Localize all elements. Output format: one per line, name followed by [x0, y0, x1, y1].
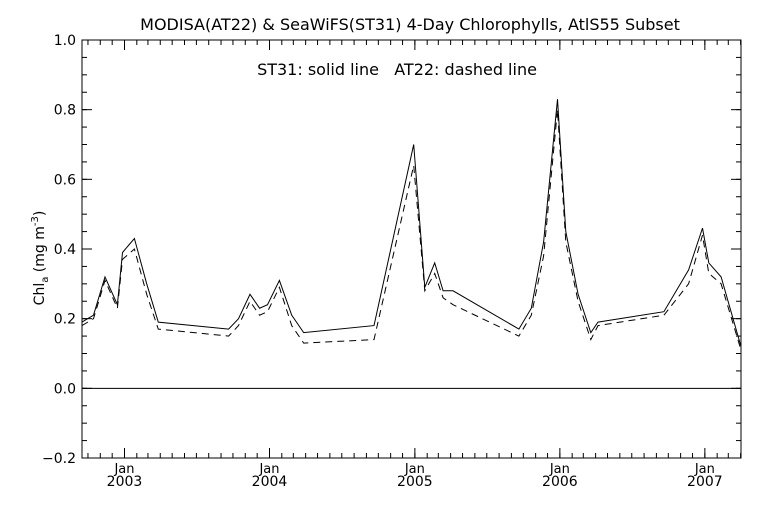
x-tick-year-label: 2006	[542, 474, 578, 490]
y-axis-label: Chla (mg m-3)	[30, 211, 51, 306]
y-tick-label: 0.0	[54, 381, 76, 397]
x-tick-month-label: Jan	[694, 462, 715, 477]
x-tick-month-label: Jan	[258, 462, 279, 477]
x-tick-year-label: 2004	[252, 474, 288, 490]
plot-area: −0.20.00.20.40.60.81.0Jan2003Jan2004Jan2…	[42, 33, 742, 490]
x-tick-year-label: 2003	[107, 474, 143, 490]
y-axis-label-subscript: a	[40, 277, 51, 283]
y-tick-label: 0.2	[54, 312, 76, 328]
x-tick-month-label: Jan	[404, 462, 425, 477]
y-axis-label-main: Chl	[32, 283, 48, 306]
x-tick-month-label: Jan	[549, 462, 570, 477]
plot-frame	[81, 39, 742, 459]
chart-title: MODISA(AT22) & SeaWiFS(ST31) 4-Day Chlor…	[140, 15, 680, 34]
series-line-st31	[81, 99, 742, 347]
y-tick-label: 1.0	[54, 33, 76, 49]
x-tick-year-label: 2007	[687, 474, 723, 490]
y-axis-label-unit: (mg m	[32, 226, 48, 277]
y-axis-label-unit-exponent: -3	[30, 216, 41, 226]
series-line-at22	[81, 109, 742, 351]
x-tick-month-label: Jan	[113, 462, 134, 477]
series-annotation: ST31: solid line AT22: dashed line	[257, 60, 537, 79]
x-tick-year-label: 2005	[397, 474, 433, 490]
y-tick-label: 0.6	[54, 172, 76, 188]
y-tick-label: −0.2	[42, 451, 76, 467]
y-axis-label-unit-close: )	[32, 211, 48, 216]
y-tick-label: 0.4	[54, 242, 76, 258]
y-tick-label: 0.8	[54, 103, 76, 119]
